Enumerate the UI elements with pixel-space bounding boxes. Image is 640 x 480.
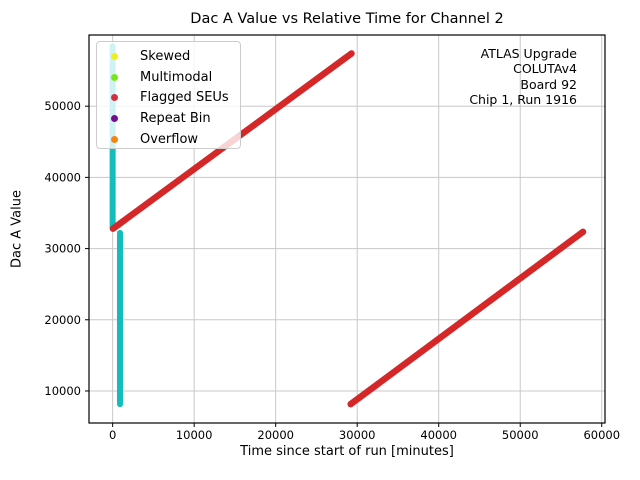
legend-marker-dot-icon <box>111 94 118 102</box>
x-tick-label: 40000 <box>420 428 457 442</box>
legend-item-label: Flagged SEUs <box>140 90 229 106</box>
legend-marker-dot-icon <box>111 115 118 123</box>
y-tick-label: 20000 <box>44 313 81 327</box>
annotation-line: Chip 1, Run 1916 <box>469 92 577 108</box>
annotation-line: Board 92 <box>520 76 577 92</box>
y-tick-label: 30000 <box>44 242 81 256</box>
x-axis-label: Time since start of run [minutes] <box>240 444 454 459</box>
x-tick-label: 30000 <box>339 428 376 442</box>
plot-frame <box>88 34 606 424</box>
x-tick-label: 20000 <box>257 428 294 442</box>
legend-item: Skewed <box>97 46 240 67</box>
x-tick-label: 0 <box>109 428 116 442</box>
legend-item-label: Multimodal <box>140 69 213 85</box>
series-flagged-seu-ramp-2 <box>347 228 587 408</box>
legend-marker-dot-icon <box>111 52 118 60</box>
y-axis-label: Dac A Value <box>9 190 25 268</box>
annotation-line: COLUTAv4 <box>513 61 577 77</box>
legend-item: Repeat Bin <box>97 108 240 129</box>
annotation-text: ATLAS Upgrade COLUTAv4 Board 92 Chip 1, Run… <box>469 46 577 108</box>
annotation-line: ATLAS Upgrade <box>480 46 577 61</box>
legend-item: Multimodal <box>97 67 240 88</box>
x-tick-label: 10000 <box>176 428 213 442</box>
legend-item-label: Overflow <box>140 132 199 148</box>
y-tick-label: 50000 <box>44 99 81 113</box>
legend-marker-dot-icon <box>111 73 118 81</box>
legend-marker-dot-icon <box>111 136 118 144</box>
legend-item: Overflow <box>97 129 240 150</box>
legend-item-label: Skewed <box>140 48 191 64</box>
legend: Skewed Multimodal Flagged SEUs Repeat Bin Ov… <box>96 41 241 149</box>
x-tick-label: 60000 <box>583 428 620 442</box>
chart-title: Dac A Value vs Relative Time for Channel… <box>190 11 504 27</box>
x-tick-label: 50000 <box>502 428 539 442</box>
y-tick-label: 10000 <box>44 384 81 398</box>
legend-item: Flagged SEUs <box>97 88 240 109</box>
y-tick-label: 40000 <box>44 170 81 184</box>
legend-item-label: Repeat Bin <box>140 111 211 127</box>
